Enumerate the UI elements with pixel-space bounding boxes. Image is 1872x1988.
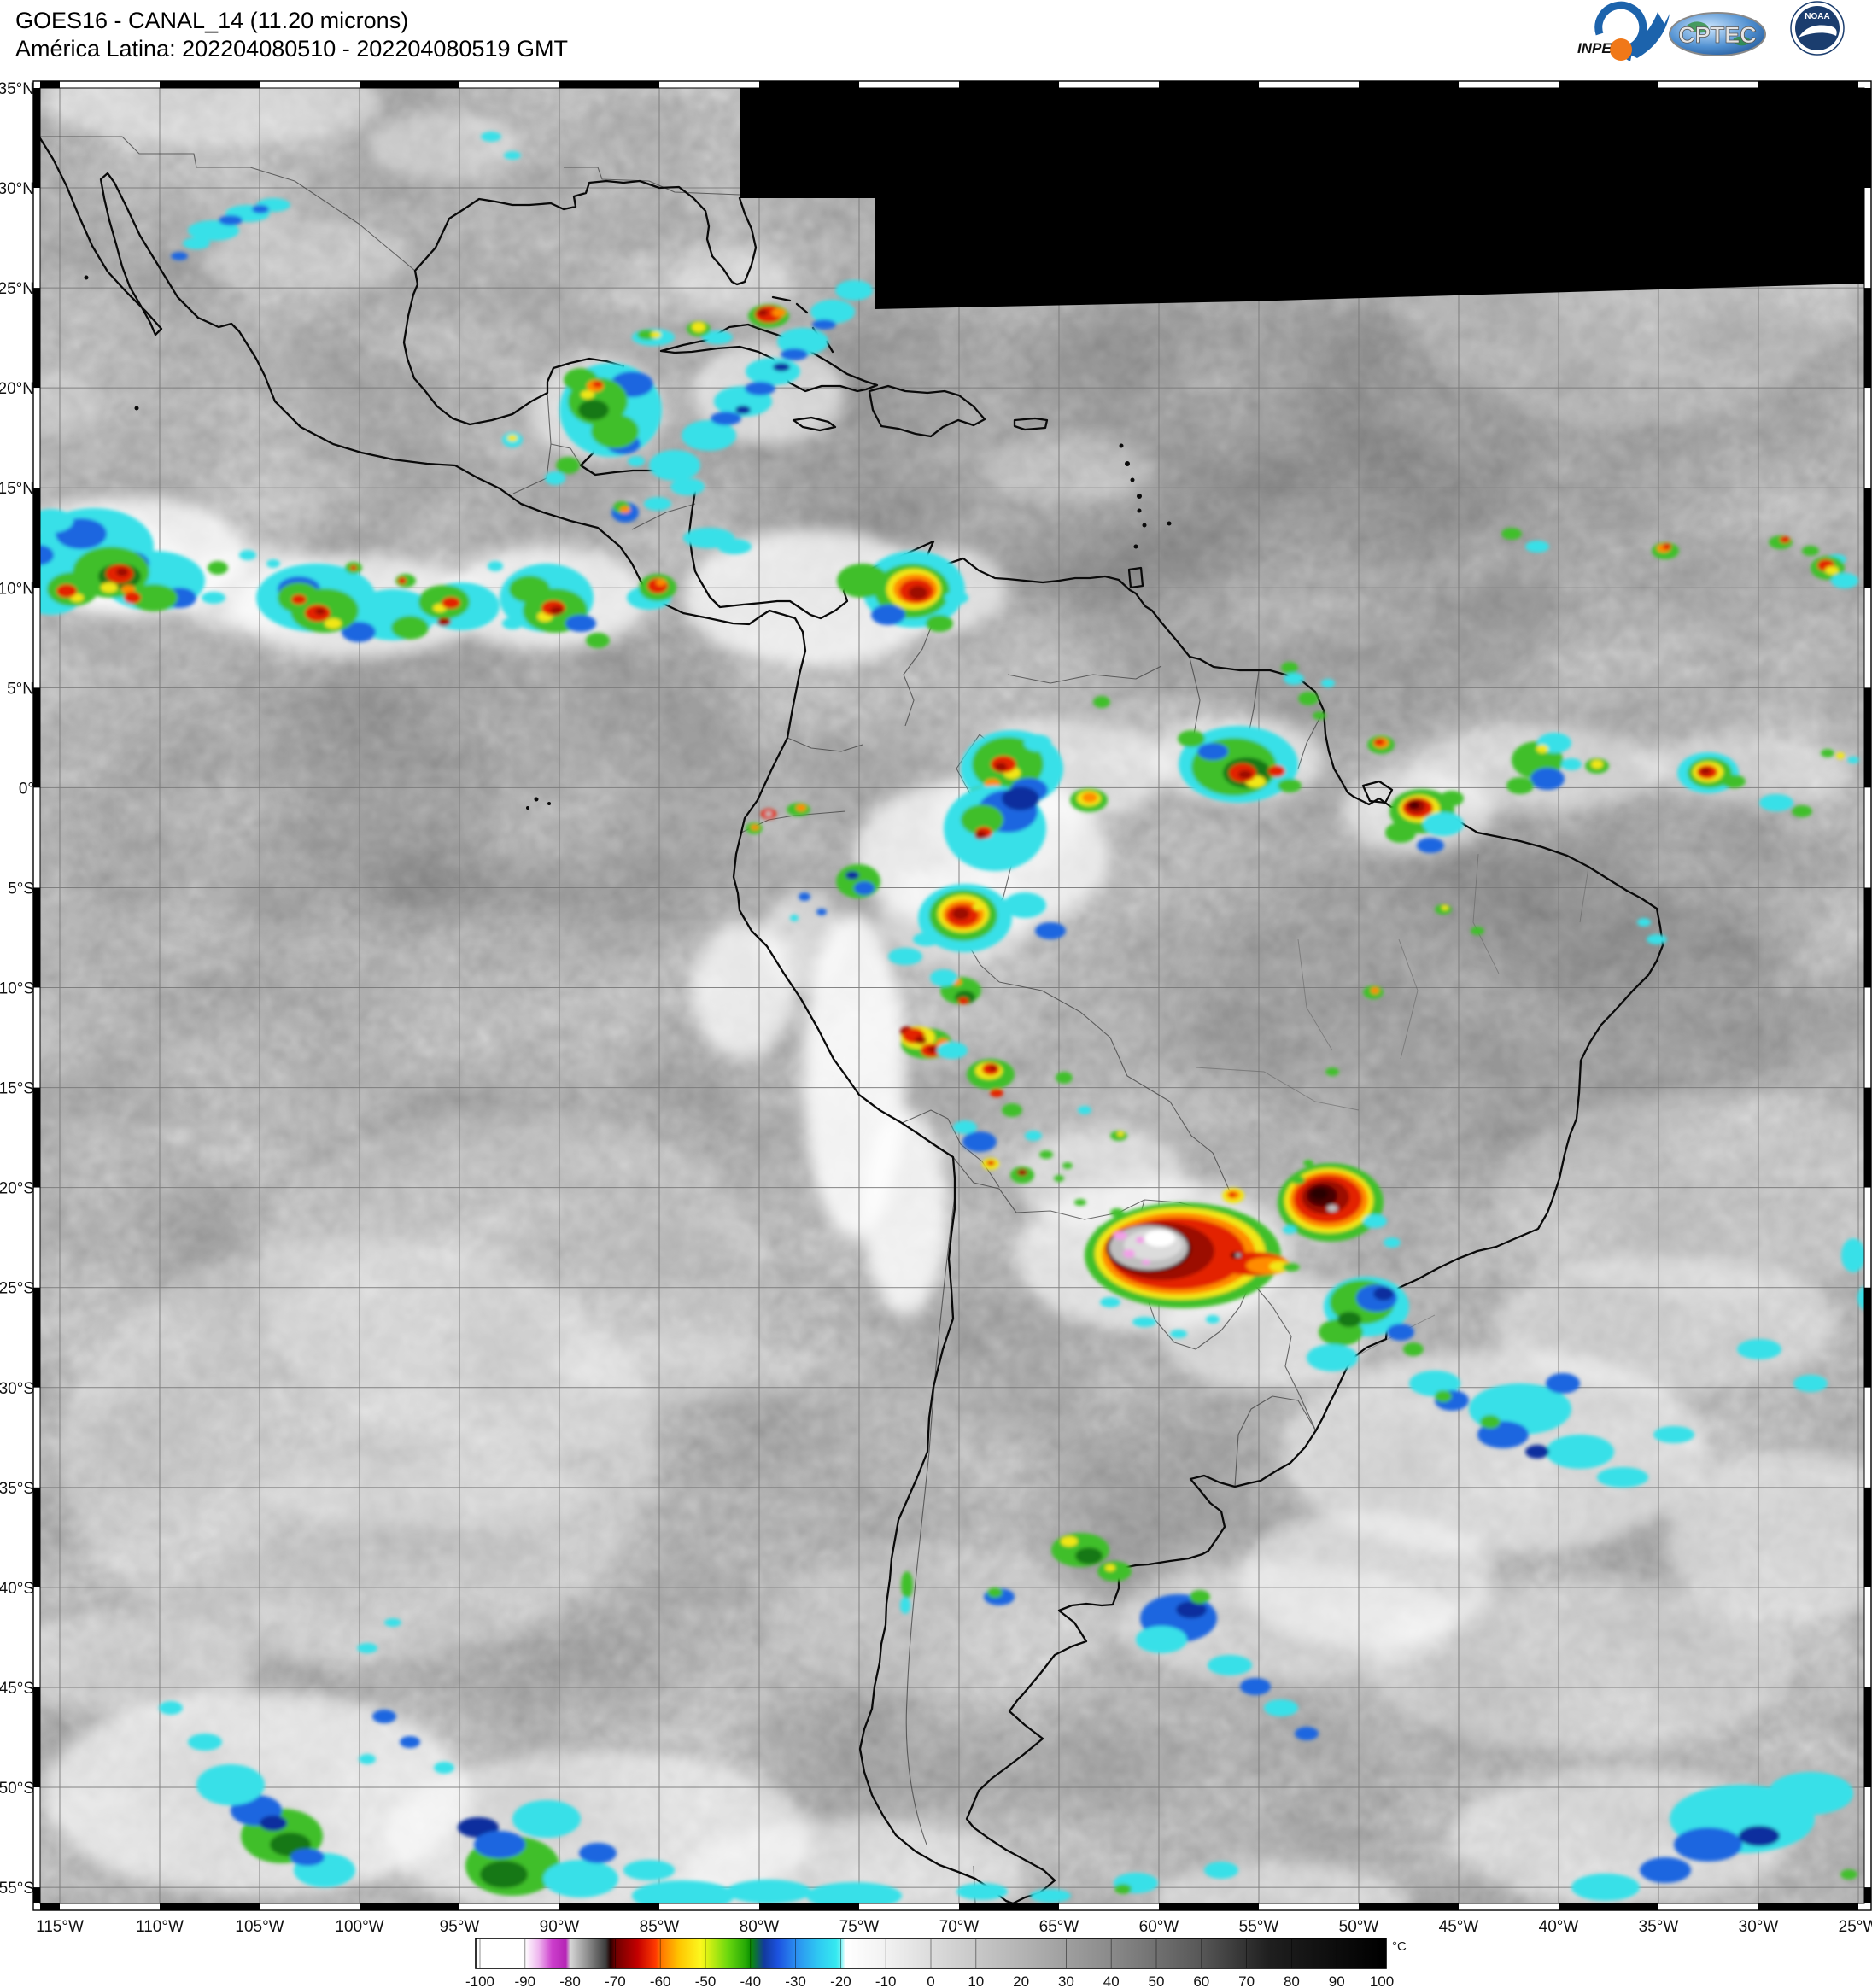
lat-label: 5°S <box>8 880 34 898</box>
inpe-label: INPE <box>1577 40 1612 56</box>
no-data-region <box>740 88 1864 309</box>
lon-label: 75°W <box>839 1918 880 1936</box>
lat-label: 55°S <box>0 1880 34 1897</box>
lat-label: 10°S <box>0 980 34 998</box>
colorbar-tick: -90 <box>515 1973 536 1988</box>
colorbar-tick: -70 <box>605 1973 626 1988</box>
colorbar-tick: 100 <box>1370 1973 1394 1988</box>
cptec-label: CPTEC <box>1678 22 1757 48</box>
map-inner-frame <box>39 87 1865 1904</box>
lat-label: 25°N <box>0 280 34 298</box>
colorbar-tick: -80 <box>559 1973 581 1988</box>
lon-label: 90°W <box>540 1918 580 1936</box>
inpe-logo: INPE <box>1577 1 1670 61</box>
lon-label: 70°W <box>939 1918 980 1936</box>
colorbar-tick: -100 <box>465 1973 494 1988</box>
lat-label: 45°S <box>0 1680 34 1698</box>
colorbar-tick: -20 <box>830 1973 851 1988</box>
colorbar-tick: 10 <box>968 1973 984 1988</box>
lon-label: 60°W <box>1139 1918 1179 1936</box>
colorbar-tick: -10 <box>875 1973 897 1988</box>
lat-label: 15°S <box>0 1080 34 1098</box>
lat-label: 15°N <box>0 480 34 498</box>
colorbar-tick-lines <box>479 1939 1383 1968</box>
lon-label: 35°W <box>1639 1918 1679 1936</box>
lon-label: 115°W <box>36 1918 84 1936</box>
colorbar-tick: 80 <box>1284 1973 1300 1988</box>
colorbar-tick: 40 <box>1103 1973 1120 1988</box>
colorbar-tick: -30 <box>785 1973 806 1988</box>
colorbar-tick: 20 <box>1013 1973 1029 1988</box>
noaa-label: NOAA <box>1805 12 1829 21</box>
cptec-logo: CPTEC <box>1669 12 1766 56</box>
page-title: GOES16 - CANAL_14 (11.20 microns) Améric… <box>15 7 568 63</box>
lat-label: 20°S <box>0 1180 34 1198</box>
map-imagery <box>40 88 1864 1903</box>
lon-label: 85°W <box>640 1918 680 1936</box>
lat-label: 35°N <box>0 80 34 98</box>
cptec-continents-icon <box>1687 21 1751 46</box>
lon-label: 25°W <box>1839 1918 1872 1936</box>
lat-label: 0° <box>19 780 34 798</box>
lon-label: 105°W <box>235 1918 284 1936</box>
lon-label: 40°W <box>1539 1918 1579 1936</box>
colorbar-tick: 60 <box>1193 1973 1209 1988</box>
lon-label: 50°W <box>1339 1918 1379 1936</box>
lon-label: 45°W <box>1439 1918 1479 1936</box>
lat-label: 30°S <box>0 1380 34 1398</box>
lat-label: 50°S <box>0 1780 34 1798</box>
lat-label: 5°N <box>7 680 34 698</box>
lon-label: 55°W <box>1239 1918 1279 1936</box>
inpe-swirl-icon <box>1594 1 1647 54</box>
colorbar-tick: 30 <box>1058 1973 1074 1988</box>
lon-label: 65°W <box>1039 1918 1079 1936</box>
lon-label: 110°W <box>136 1918 184 1936</box>
noaa-logo: NOAA <box>1790 1 1845 56</box>
colorbar-tick: 50 <box>1149 1973 1165 1988</box>
lat-label: 10°N <box>0 580 34 598</box>
noaa-seagull-icon <box>1799 25 1837 38</box>
latitude-labels: 35°N 30°N 25°N 20°N 15°N 10°N 5°N 0° 5°S 10°S 15°S… <box>0 80 34 1897</box>
map-outer-frame <box>32 80 1872 1911</box>
colorbar-tick: -40 <box>740 1973 762 1988</box>
colorbar-tick: -50 <box>695 1973 717 1988</box>
lon-label: 80°W <box>740 1918 780 1936</box>
inpe-orange-dot-icon <box>1610 38 1632 61</box>
lat-label: 40°S <box>0 1580 34 1598</box>
colorbar-unit: °C <box>1392 1939 1407 1954</box>
state-borders <box>1195 853 1589 1359</box>
lat-label: 20°N <box>0 380 34 398</box>
colorbar-tick-labels: -100 -90 -80 -70 -60 -50 -40 -30 -20 -10 0 10 20 30 40… <box>465 1973 1394 1988</box>
lon-label: 95°W <box>440 1918 480 1936</box>
map-frame-zebra <box>33 81 1871 1910</box>
convective-storm-cells <box>40 132 1864 1903</box>
colorbar-tick: 70 <box>1238 1973 1255 1988</box>
lat-label: 30°N <box>0 180 34 198</box>
inpe-swoosh-icon <box>1627 12 1670 58</box>
temperature-colorbar: -100 -90 -80 -70 -60 -50 -40 -30 -20 -10 0 10 20 30 40… <box>465 1938 1407 1988</box>
small-islands <box>84 275 1172 810</box>
title-line2: América Latina: 202204080510 - 202204080… <box>15 35 568 61</box>
colorbar-tick: -60 <box>650 1973 671 1988</box>
colorbar-tick: 90 <box>1329 1973 1345 1988</box>
lat-label: 35°S <box>0 1480 34 1498</box>
lat-label: 25°S <box>0 1280 34 1298</box>
lon-label: 100°W <box>335 1918 383 1936</box>
lon-label: 30°W <box>1739 1918 1779 1936</box>
title-line1: GOES16 - CANAL_14 (11.20 microns) <box>15 8 409 33</box>
colorbar-tick: 0 <box>927 1973 934 1988</box>
longitude-labels: 115°W 110°W 105°W 100°W 95°W 90°W 85°W 80°W 75°W… <box>36 1918 1872 1936</box>
